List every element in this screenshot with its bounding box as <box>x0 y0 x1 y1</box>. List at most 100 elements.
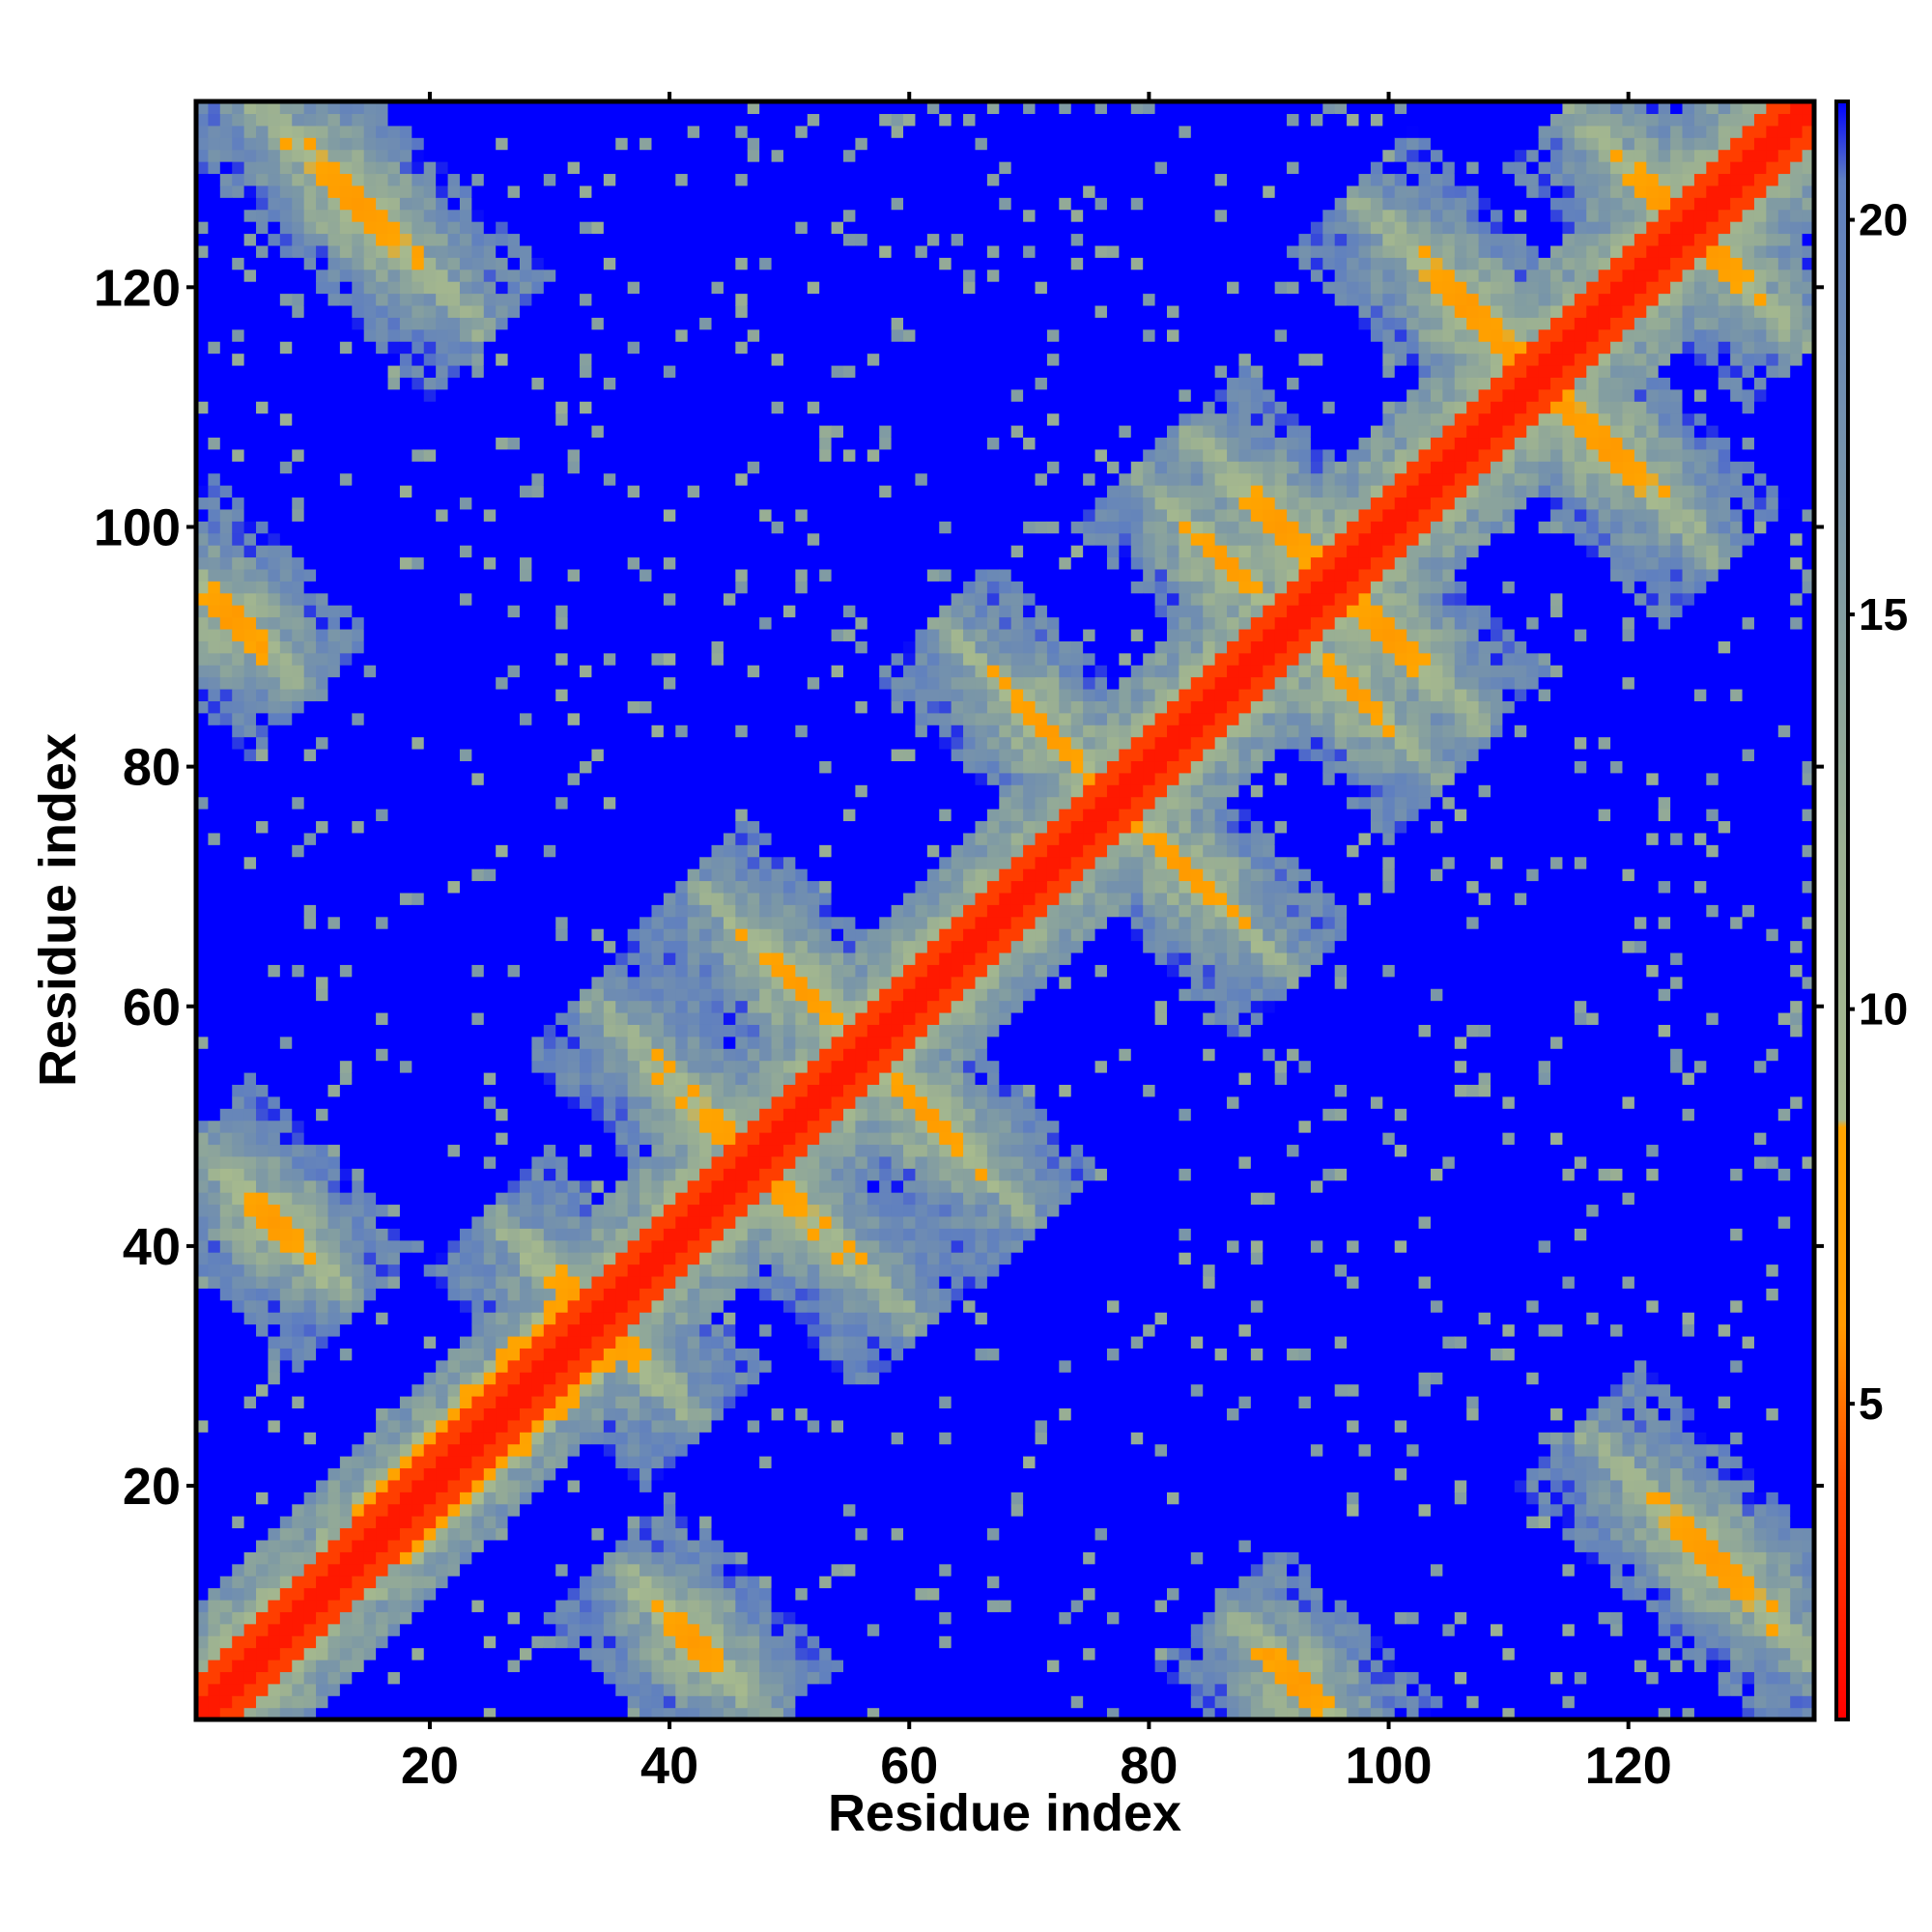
heatmap-cell <box>399 1048 412 1062</box>
heatmap-cell <box>483 1527 497 1541</box>
heatmap-cell <box>327 1155 341 1169</box>
heatmap-cell <box>412 832 425 845</box>
heatmap-cell <box>208 1060 221 1073</box>
heatmap-cell <box>520 281 533 295</box>
heatmap-cell <box>208 1024 221 1037</box>
heatmap-cell <box>208 1659 221 1672</box>
heatmap-cell <box>292 581 305 594</box>
heatmap-cell <box>483 1000 497 1013</box>
heatmap-cell <box>580 521 593 534</box>
heatmap-cell <box>208 665 221 678</box>
heatmap-cell <box>507 448 521 462</box>
heatmap-cell <box>580 209 593 222</box>
heatmap-cell <box>268 916 281 929</box>
heatmap-cell <box>339 1323 353 1337</box>
heatmap-cell <box>471 1407 485 1421</box>
heatmap-cell <box>471 377 485 390</box>
heatmap-cell <box>316 1432 329 1445</box>
heatmap-cell <box>567 809 581 822</box>
heatmap-cell <box>339 1036 353 1049</box>
heatmap-cell <box>196 1539 210 1552</box>
heatmap-cell <box>483 1551 497 1565</box>
heatmap-cell <box>268 640 281 654</box>
heatmap-cell <box>615 1623 629 1636</box>
heatmap-cell <box>399 688 412 701</box>
heatmap-cell <box>567 1348 581 1361</box>
heatmap-cell <box>447 293 461 306</box>
heatmap-cell <box>316 688 329 701</box>
heatmap-cell <box>567 401 581 414</box>
heatmap-cell <box>316 1467 329 1481</box>
heatmap-cell <box>363 328 377 342</box>
heatmap-cell <box>555 269 569 282</box>
heatmap-cell <box>399 149 412 162</box>
heatmap-cell <box>327 1683 341 1696</box>
heatmap-cell <box>496 988 509 1002</box>
heatmap-cell <box>520 1372 533 1385</box>
heatmap-cell <box>196 724 210 738</box>
heatmap-cell <box>436 976 449 989</box>
heatmap-cell <box>543 964 556 978</box>
heatmap-cell <box>471 904 485 918</box>
heatmap-cell <box>196 700 210 714</box>
heatmap-cell <box>496 688 509 701</box>
heatmap-cell <box>196 1048 210 1062</box>
heatmap-cell <box>543 1228 556 1241</box>
heatmap-cell <box>471 1563 485 1577</box>
heatmap-cell <box>232 556 245 570</box>
heatmap-cell <box>627 1479 640 1492</box>
heatmap-cell <box>423 1456 437 1469</box>
heatmap-cell <box>555 532 569 546</box>
heatmap-cell <box>507 652 521 666</box>
heatmap-cell <box>555 377 569 390</box>
heatmap-cell <box>232 1252 245 1265</box>
heatmap-cell <box>531 832 545 845</box>
heatmap-cell <box>363 1000 377 1013</box>
heatmap-cell <box>591 1516 605 1529</box>
heatmap-cell <box>256 916 270 929</box>
heatmap-cell <box>243 652 257 666</box>
heatmap-cell <box>580 1348 593 1361</box>
heatmap-cell <box>292 568 305 582</box>
heatmap-cell <box>412 1132 425 1146</box>
heatmap-cell <box>483 1048 497 1062</box>
heatmap-cell <box>555 1671 569 1685</box>
heatmap-cell <box>376 1372 389 1385</box>
heatmap-cell <box>363 665 377 678</box>
heatmap-cell <box>580 293 593 306</box>
heatmap-cell <box>483 244 497 258</box>
heatmap-cell <box>327 1312 341 1325</box>
heatmap-cell <box>208 388 221 402</box>
heatmap-cell <box>387 1192 401 1206</box>
heatmap-cell <box>268 892 281 905</box>
heatmap-cell <box>496 796 509 810</box>
heatmap-cell <box>483 880 497 894</box>
heatmap-cell <box>363 616 377 630</box>
heatmap-cell <box>471 364 485 378</box>
heatmap-cell <box>303 1647 317 1661</box>
heatmap-cell <box>303 1623 317 1636</box>
heatmap-cell <box>555 1432 569 1445</box>
heatmap-cell <box>232 161 245 175</box>
heatmap-cell <box>615 940 629 953</box>
heatmap-cell <box>471 892 485 905</box>
heatmap-cell <box>507 605 521 618</box>
heatmap-cell <box>399 1551 412 1565</box>
heatmap-cell <box>292 809 305 822</box>
heatmap-cell <box>219 1383 233 1397</box>
heatmap-cell <box>279 724 293 738</box>
heatmap-cell <box>399 1312 412 1325</box>
heatmap-cell <box>363 269 377 282</box>
heatmap-cell <box>292 185 305 198</box>
heatmap-cell <box>459 712 472 725</box>
heatmap-cell <box>412 1120 425 1133</box>
heatmap-cell <box>615 1084 629 1097</box>
heatmap-cell <box>327 1024 341 1037</box>
heatmap-cell <box>363 1299 377 1313</box>
heatmap-cell <box>243 1024 257 1037</box>
heatmap-cell <box>447 892 461 905</box>
heatmap-cell <box>316 665 329 678</box>
heatmap-cell <box>256 880 270 894</box>
heatmap-cell <box>292 125 305 138</box>
heatmap-cell <box>412 952 425 965</box>
